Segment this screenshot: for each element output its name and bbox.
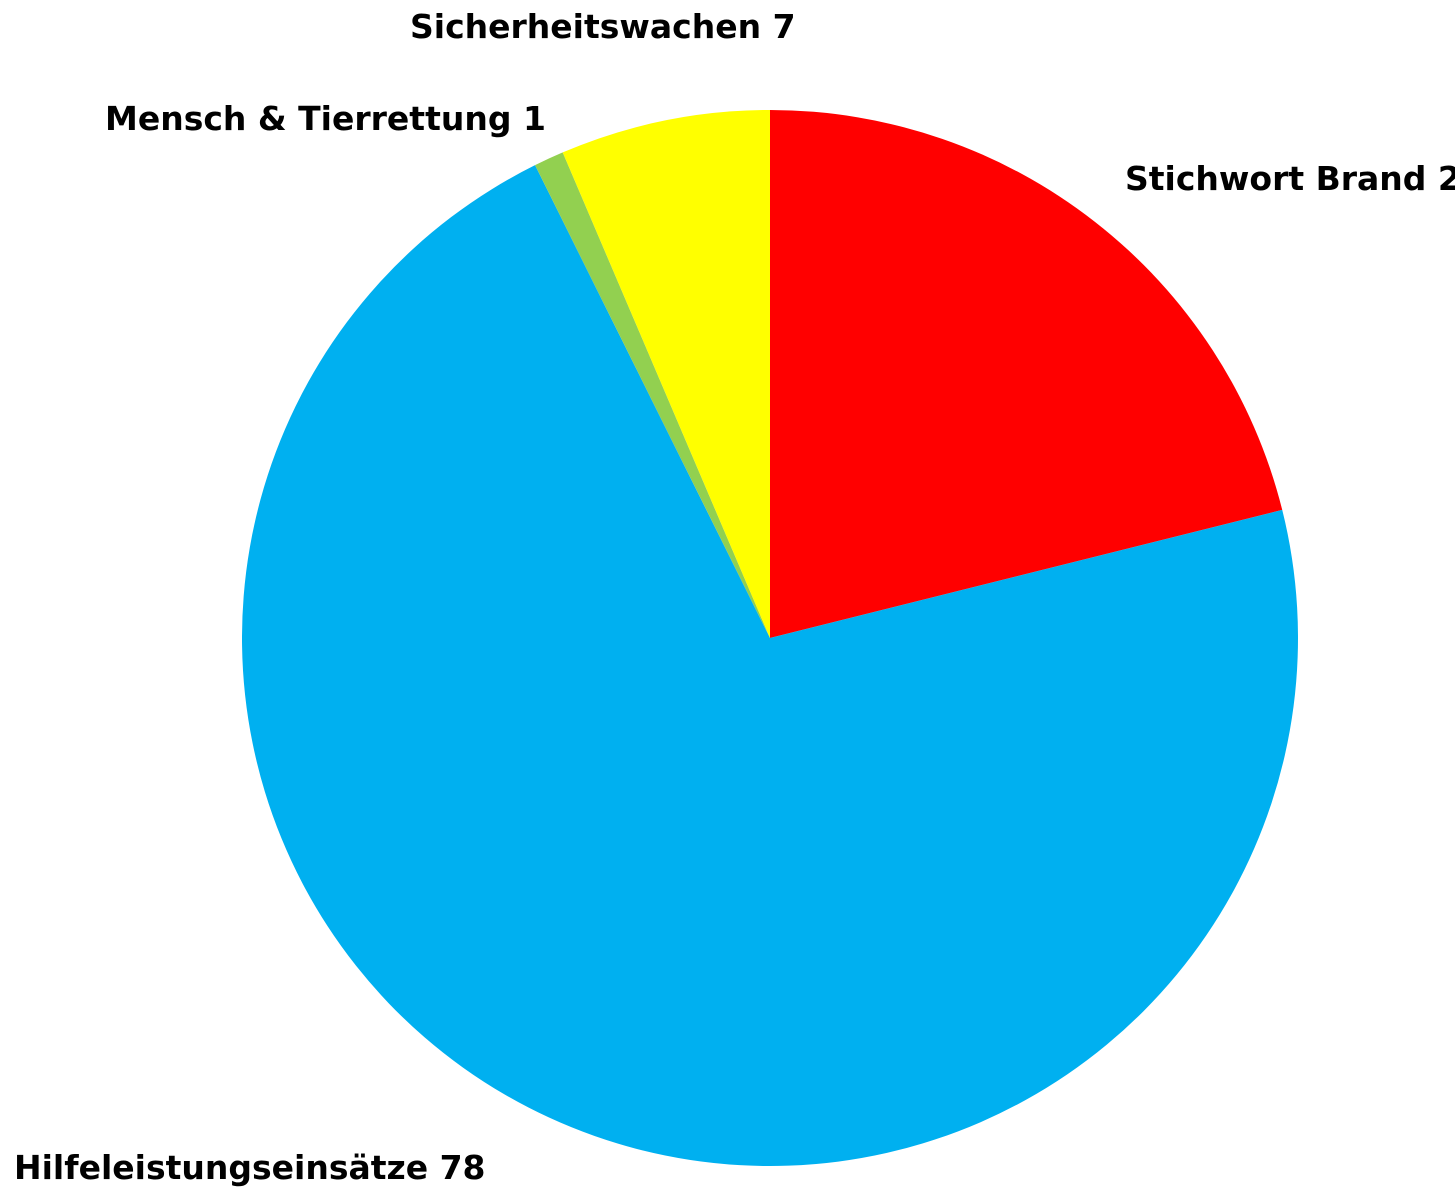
slice-stichwort-brand (770, 110, 1283, 638)
label-hilfeleistungseinsaetze: Hilfeleistungseinsätze 78 (14, 1148, 486, 1187)
label-mensch-tierrettung: Mensch & Tierrettung 1 (105, 99, 546, 138)
slice-sicherheitswachen (562, 110, 770, 638)
slice-mensch-tierrettung (535, 152, 770, 638)
label-stichwort-brand: Stichwort Brand 23 (1125, 159, 1455, 198)
pie-slices (241, 110, 1299, 1167)
label-sicherheitswachen: Sicherheitswachen 7 (410, 7, 796, 46)
slice-hilfeleistungseinsaetze (241, 165, 1299, 1167)
